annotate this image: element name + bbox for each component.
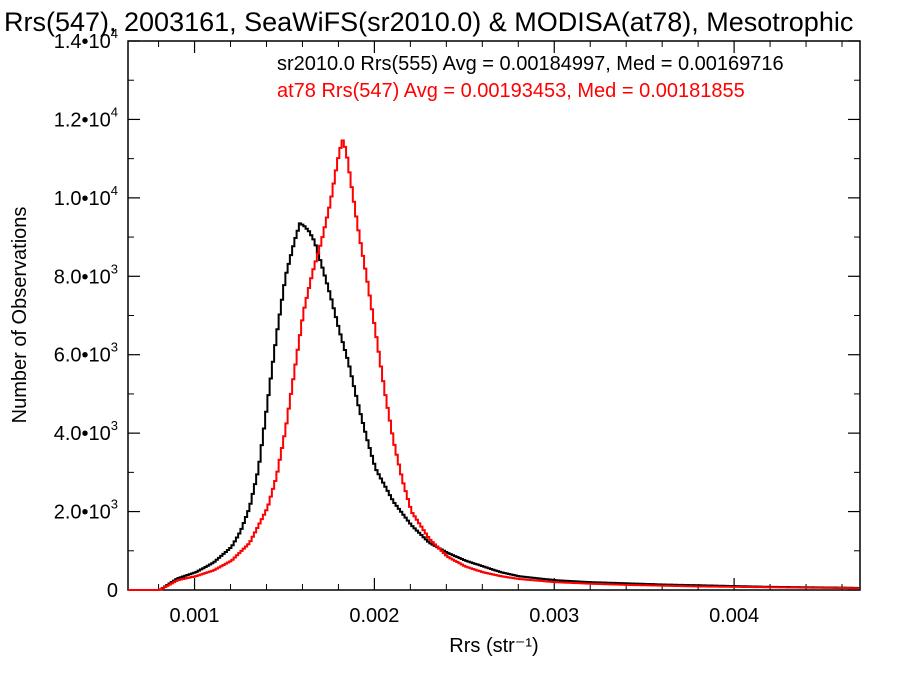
y-tick-label: 8.0•103 — [54, 261, 118, 288]
legend-entry-sr2010: sr2010.0 Rrs(555) Avg = 0.00184997, Med … — [277, 53, 784, 75]
y-tick-label: 1.4•104 — [54, 26, 118, 53]
x-tick-label: 0.004 — [709, 605, 759, 627]
series-line-sr2010 — [128, 222, 860, 591]
x-tick-label: 0.001 — [170, 605, 220, 627]
y-axis-label: Number of Observations — [9, 207, 31, 424]
y-tick-label: 2.0•103 — [54, 497, 118, 524]
legend-entry-at78: at78 Rrs(547) Avg = 0.00193453, Med = 0.… — [277, 80, 745, 102]
chart-title: Rrs(547), 2003161, SeaWiFS(sr2010.0) & M… — [4, 7, 853, 37]
x-tick-label: 0.003 — [529, 605, 579, 627]
y-tick-label: 1.2•104 — [54, 104, 118, 131]
y-tick-label: 4.0•103 — [54, 418, 118, 445]
x-axis-label: Rrs (str⁻¹) — [449, 635, 538, 657]
y-tick-label: 0 — [107, 580, 118, 602]
y-tick-label: 6.0•103 — [54, 340, 118, 367]
plot-frame — [127, 40, 861, 591]
y-axis: 0 2.0•103 4.0•103 6.0•103 8.0•103 1.0•104 1.2•… — [54, 26, 860, 602]
x-tick-label: 0.002 — [349, 605, 399, 627]
series-line-at78 — [128, 139, 860, 591]
x-axis: 0.001 0.002 0.003 0.004 — [158, 41, 843, 627]
series-group — [128, 139, 860, 591]
y-tick-label: 1.0•104 — [54, 183, 118, 210]
